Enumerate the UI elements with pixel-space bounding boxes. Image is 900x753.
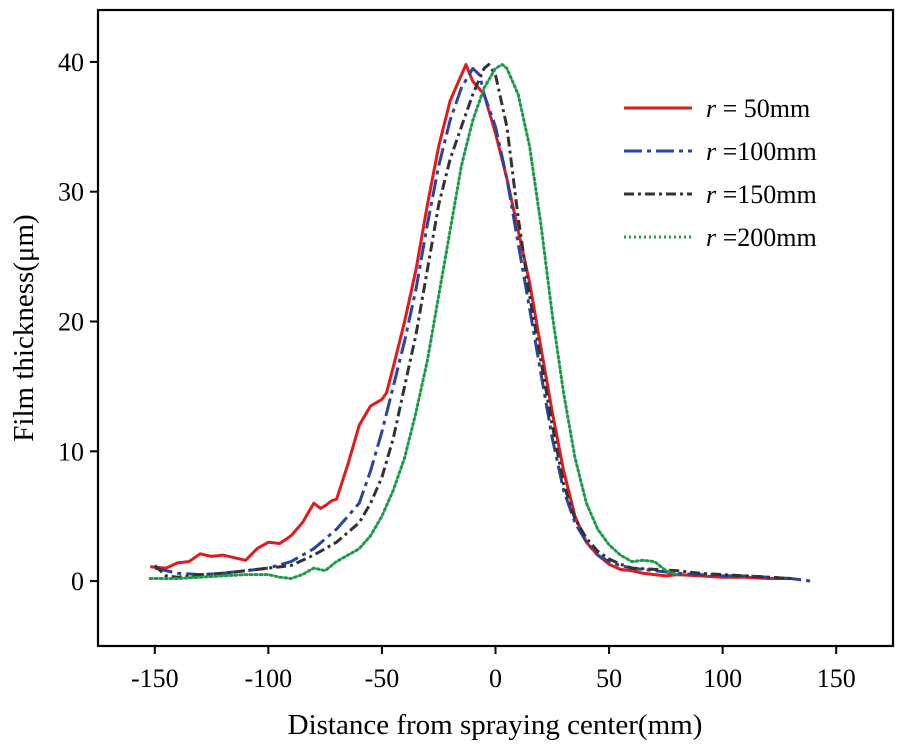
y-tick-label: 30 (58, 178, 84, 207)
legend-label: r =150mm (706, 180, 817, 209)
legend-label: r =200mm (706, 223, 817, 252)
legend-value: =200mm (716, 223, 817, 252)
y-tick-label: 20 (58, 308, 84, 337)
x-tick-label: 150 (817, 664, 856, 693)
y-tick-label: 0 (71, 567, 84, 596)
legend-variable: r (706, 94, 717, 123)
x-tick-label: 50 (596, 664, 622, 693)
series-line-2 (154, 66, 812, 583)
legend-label: r = 50mm (706, 94, 810, 123)
y-axis-title: Film thickness(μm) (8, 214, 40, 441)
y-tick-label: 10 (58, 437, 84, 466)
y-tick-label: 40 (58, 48, 84, 77)
x-axis-title: Distance from spraying center(mm) (288, 709, 703, 741)
axis-ticks: -150 -100 -50 0 50 100 150 0 10 20 30 40 (58, 48, 856, 693)
series-line-4 (148, 63, 679, 580)
legend-variable: r (706, 223, 717, 252)
legend-value: = 50mm (716, 94, 810, 123)
x-tick-label: -150 (131, 664, 179, 693)
series-line-3 (153, 63, 791, 580)
x-tick-label: 0 (489, 664, 502, 693)
x-tick-label: -50 (365, 664, 400, 693)
legend-label: r =100mm (706, 137, 817, 166)
x-tick-label: -100 (245, 664, 293, 693)
legend-variable: r (706, 180, 717, 209)
series-line-1 (150, 63, 791, 580)
legend-value: =150mm (716, 180, 817, 209)
x-tick-label: 100 (703, 664, 742, 693)
legend-variable: r (706, 137, 717, 166)
legend-value: =100mm (716, 137, 817, 166)
series-layer (148, 63, 812, 583)
